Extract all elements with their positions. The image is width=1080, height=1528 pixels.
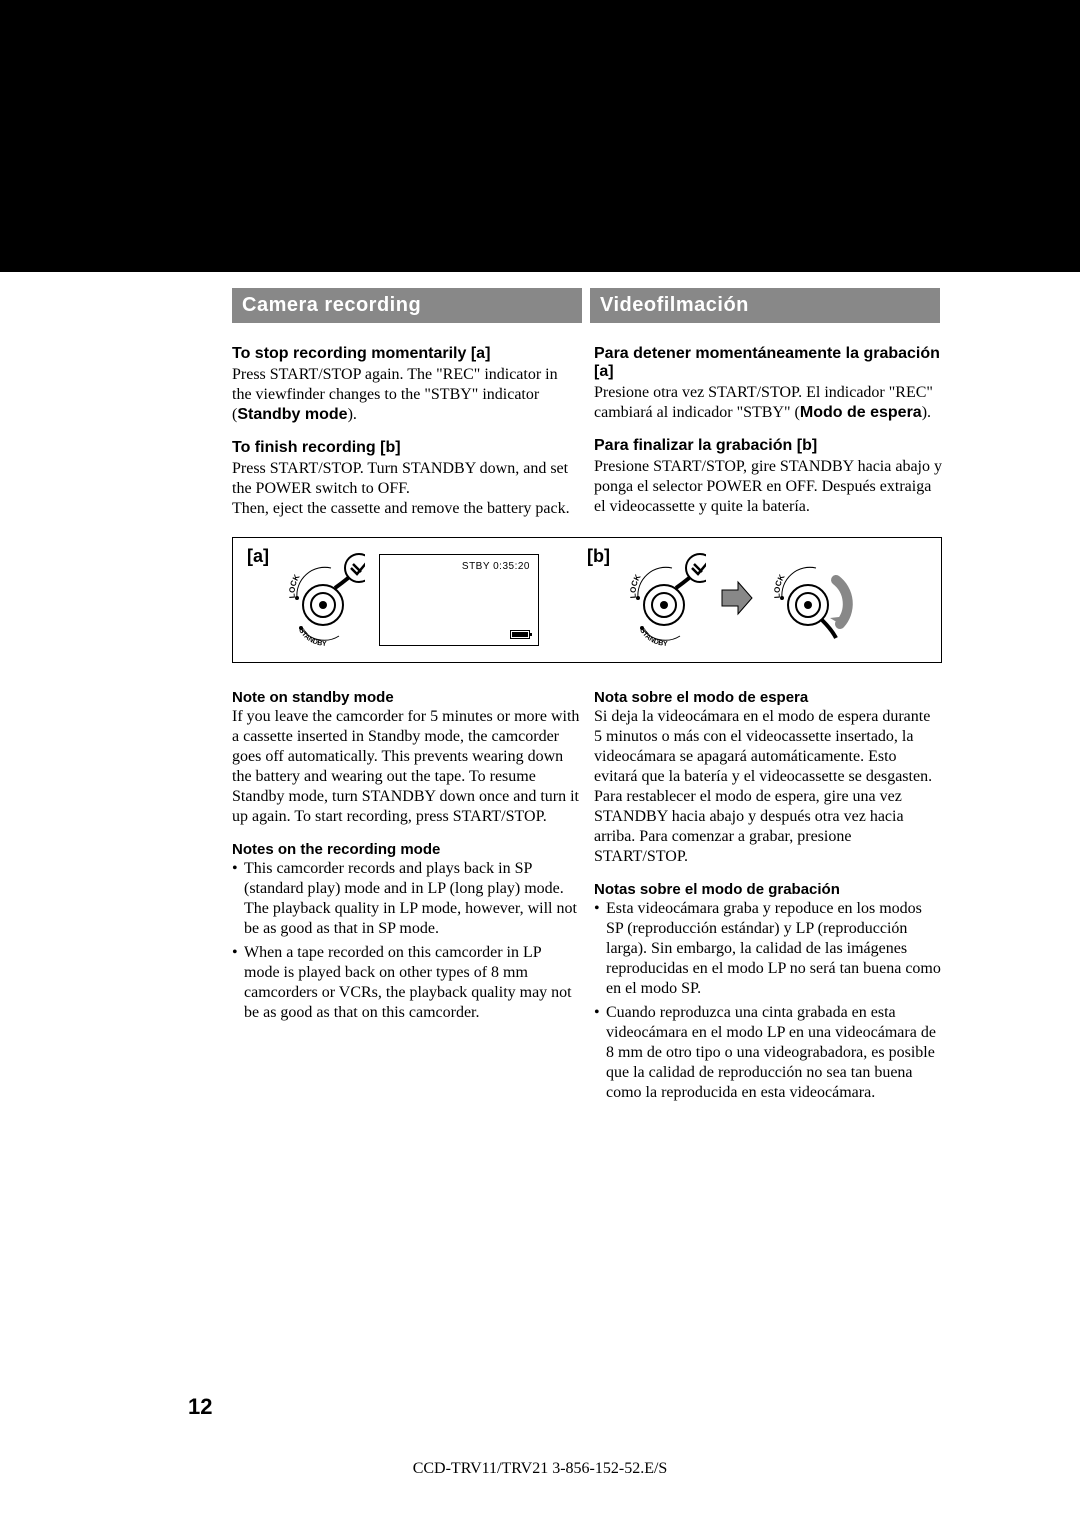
es-para-finish: Presione START/STOP, gire STANDBY hacia … (594, 457, 942, 517)
page-content: Camera recording Videofilmación To stop … (232, 288, 942, 1107)
svg-text:LOCK: LOCK (628, 573, 642, 599)
dial-lock-up-b-icon: LOCK STANDBY (624, 550, 706, 650)
dial-lock-up-icon: LOCK STANDBY (283, 550, 365, 650)
viewfinder-stby-text: STBY 0:35:20 (462, 561, 530, 572)
list-item: This camcorder records and plays back in… (232, 859, 580, 939)
illustration-b: [b] LOCK STANDBY (587, 546, 927, 652)
en-note-h2: Notes on the recording mode (232, 841, 580, 858)
svg-text:LOCK: LOCK (772, 573, 786, 599)
illustration-row: [a] LOCK STANDBY (232, 537, 942, 663)
en-note-h1: Note on standby mode (232, 689, 580, 706)
arrow-right-icon (720, 546, 754, 646)
en-para-stop: Press START/STOP again. The "REC" indica… (232, 365, 580, 425)
header-left: Camera recording (232, 288, 582, 323)
en-heading-stop: To stop recording momentarily [a] (232, 345, 580, 363)
illus-label-b: [b] (587, 546, 610, 567)
spanish-column-lower: Nota sobre el modo de espera Si deja la … (594, 679, 942, 1107)
es-heading-stop: Para detener momentáneamente la grabació… (594, 345, 942, 381)
dial-lock-down-icon: LOCK (768, 550, 858, 650)
page-number: 12 (188, 1394, 212, 1420)
lower-two-column: Note on standby mode If you leave the ca… (232, 679, 942, 1107)
english-column-lower: Note on standby mode If you leave the ca… (232, 679, 580, 1107)
viewfinder-display: STBY 0:35:20 (379, 554, 539, 646)
es-note-p1: Si deja la videocámara en el modo de esp… (594, 707, 942, 867)
es-heading-finish: Para finalizar la grabación [b] (594, 437, 942, 455)
section-header-bar: Camera recording Videofilmación (232, 288, 942, 323)
es-notes-list: Esta videocámara graba y repoduce en los… (594, 899, 942, 1103)
en-heading-finish: To finish recording [b] (232, 439, 580, 457)
battery-icon (510, 630, 530, 639)
es-note-h2: Notas sobre el modo de grabación (594, 881, 942, 898)
list-item: When a tape recorded on this camcorder i… (232, 943, 580, 1023)
spanish-column-upper: Para detener momentáneamente la grabació… (594, 339, 942, 519)
top-black-banner (0, 0, 1080, 272)
en-notes-list: This camcorder records and plays back in… (232, 859, 580, 1023)
es-note-h1: Nota sobre el modo de espera (594, 689, 942, 706)
es-para-stop: Presione otra vez START/STOP. El indicad… (594, 383, 942, 423)
illustration-a: [a] LOCK STANDBY (247, 546, 587, 652)
svg-text:STANDBY: STANDBY (297, 627, 327, 648)
svg-text:LOCK: LOCK (288, 573, 302, 599)
footer-code: CCD-TRV11/TRV21 3-856-152-52.E/S (0, 1460, 1080, 1478)
list-item: Cuando reproduzca una cinta grabada en e… (594, 1003, 942, 1103)
list-item: Esta videocámara graba y repoduce en los… (594, 899, 942, 999)
header-right: Videofilmación (590, 288, 940, 323)
upper-two-column: To stop recording momentarily [a] Press … (232, 339, 942, 519)
en-para-finish: Press START/STOP. Turn STANDBY down, and… (232, 459, 580, 519)
en-note-p1: If you leave the camcorder for 5 minutes… (232, 707, 580, 827)
svg-text:STANDBY: STANDBY (638, 627, 668, 648)
english-column-upper: To stop recording momentarily [a] Press … (232, 339, 580, 519)
illus-label-a: [a] (247, 546, 269, 567)
